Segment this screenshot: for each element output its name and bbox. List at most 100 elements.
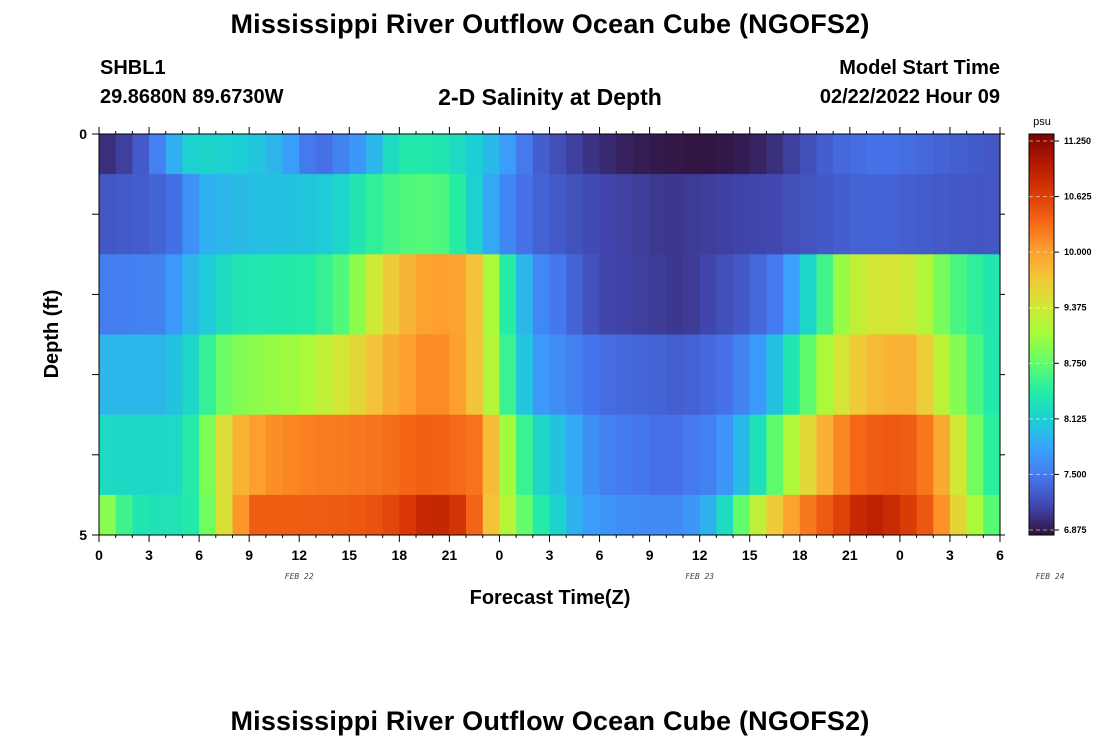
- heatmap-cell: [833, 254, 851, 335]
- heatmap-cell: [432, 174, 450, 255]
- heatmap-cell: [699, 174, 717, 255]
- x-axis: 0 3 6 9 12 15 18 21 0 3 6 9 12 15 18 21 0 3 6 FEB 22 FEB 23 F…: [95, 127, 1065, 581]
- heatmap-cell: [682, 174, 701, 255]
- heatmap-cell: [132, 414, 150, 496]
- heatmap-cell: [165, 254, 184, 335]
- heatmap-cell: [332, 494, 350, 536]
- heatmap-cell: [849, 134, 868, 175]
- x-date-label: FEB 24: [1036, 572, 1065, 581]
- heatmap-cell: [416, 334, 434, 416]
- heatmap-cell: [833, 174, 851, 255]
- heatmap-cell: [716, 134, 734, 175]
- heatmap-cell: [949, 414, 968, 496]
- heatmap-cell: [299, 134, 317, 175]
- heatmap-cell: [799, 414, 818, 496]
- heatmap-cell: [432, 334, 450, 416]
- heatmap-cell: [733, 134, 751, 175]
- heatmap-cell: [332, 174, 350, 255]
- colorbar-tick-label: 8.125: [1064, 414, 1087, 424]
- heatmap-cell: [532, 414, 551, 496]
- heatmap-cell: [849, 254, 868, 335]
- heatmap-cell: [516, 334, 534, 416]
- heatmap-cell: [916, 134, 934, 175]
- heatmap-cell: [349, 134, 367, 175]
- heatmap-cell: [482, 254, 501, 335]
- heatmap-cell: [649, 254, 667, 335]
- heatmap-cell: [649, 414, 667, 496]
- heatmap-cell: [149, 254, 167, 335]
- heatmap-cell: [416, 174, 434, 255]
- heatmap-cells: [99, 134, 1001, 536]
- heatmap-cell: [315, 134, 334, 175]
- heatmap-cell: [566, 134, 584, 175]
- heatmap-cell: [99, 334, 117, 416]
- heatmap-cell: [115, 174, 133, 255]
- heatmap-cell: [115, 254, 133, 335]
- heatmap-cell: [149, 134, 167, 175]
- heatmap-cell: [449, 494, 467, 536]
- heatmap-cell: [933, 134, 951, 175]
- y-tick-label: 5: [79, 527, 87, 543]
- heatmap-cell: [682, 334, 701, 416]
- heatmap-cell: [99, 254, 117, 335]
- heatmap-cell: [449, 174, 467, 255]
- heatmap-cell: [966, 334, 984, 416]
- heatmap-cell: [949, 134, 968, 175]
- heatmap-cell: [232, 414, 250, 496]
- heatmap-cell: [365, 334, 384, 416]
- colorbar-tick-label: 10.000: [1064, 247, 1092, 257]
- heatmap-cell: [365, 254, 384, 335]
- heatmap-cell: [549, 174, 567, 255]
- heatmap-cell: [499, 414, 517, 496]
- x-tick-label: 0: [896, 547, 904, 563]
- heatmap-cell: [215, 494, 234, 536]
- x-tick-label: 9: [646, 547, 654, 563]
- colorbar-ticks: 11.250 10.625 10.000 9.375 8.750 8.125 7.500 6.…: [1029, 136, 1092, 535]
- x-tick-label: 0: [95, 547, 103, 563]
- heatmap-cell: [466, 254, 484, 335]
- heatmap-cell: [282, 254, 300, 335]
- heatmap-cell: [766, 174, 784, 255]
- heatmap-cell: [549, 494, 567, 536]
- heatmap-cell: [399, 494, 417, 536]
- heatmap-cell: [899, 254, 918, 335]
- heatmap-cell: [449, 254, 467, 335]
- heatmap-cell: [749, 414, 768, 496]
- heatmap-cell: [649, 494, 667, 536]
- colorbar-tick-label: 7.500: [1064, 469, 1087, 479]
- heatmap-cell: [966, 494, 984, 536]
- heatmap-cell: [315, 334, 334, 416]
- heatmap-cell: [99, 494, 117, 536]
- heatmap-cell: [749, 494, 768, 536]
- heatmap-cell: [399, 414, 417, 496]
- heatmap-cell: [382, 414, 400, 496]
- heatmap-cell: [566, 174, 584, 255]
- heatmap-cell: [783, 494, 801, 536]
- heatmap-cell: [182, 254, 200, 335]
- x-tick-label: 6: [996, 547, 1004, 563]
- heatmap-cell: [816, 254, 834, 335]
- y-axis-label: Depth (ft): [41, 290, 63, 379]
- heatmap-cell: [249, 494, 267, 536]
- heatmap-cell: [733, 254, 751, 335]
- heatmap-cell: [799, 254, 818, 335]
- heatmap-cell: [883, 334, 901, 416]
- heatmap-cell: [549, 414, 567, 496]
- heatmap-cell: [599, 414, 617, 496]
- colorbar-tick-label: 8.750: [1064, 358, 1087, 368]
- heatmap-cell: [983, 414, 1001, 496]
- heatmap-cell: [616, 414, 634, 496]
- heatmap-cell: [883, 174, 901, 255]
- heatmap-cell: [916, 494, 934, 536]
- heatmap-cell: [432, 494, 450, 536]
- heatmap-cell: [699, 414, 717, 496]
- heatmap-cell: [883, 414, 901, 496]
- model-start-label: Model Start Time: [839, 57, 1000, 79]
- heatmap-cell: [282, 174, 300, 255]
- heatmap-cell: [215, 174, 234, 255]
- heatmap-cell: [149, 174, 167, 255]
- heatmap-cell: [933, 254, 951, 335]
- heatmap-cell: [215, 134, 234, 175]
- heatmap-cell: [916, 334, 934, 416]
- heatmap-cell: [649, 134, 667, 175]
